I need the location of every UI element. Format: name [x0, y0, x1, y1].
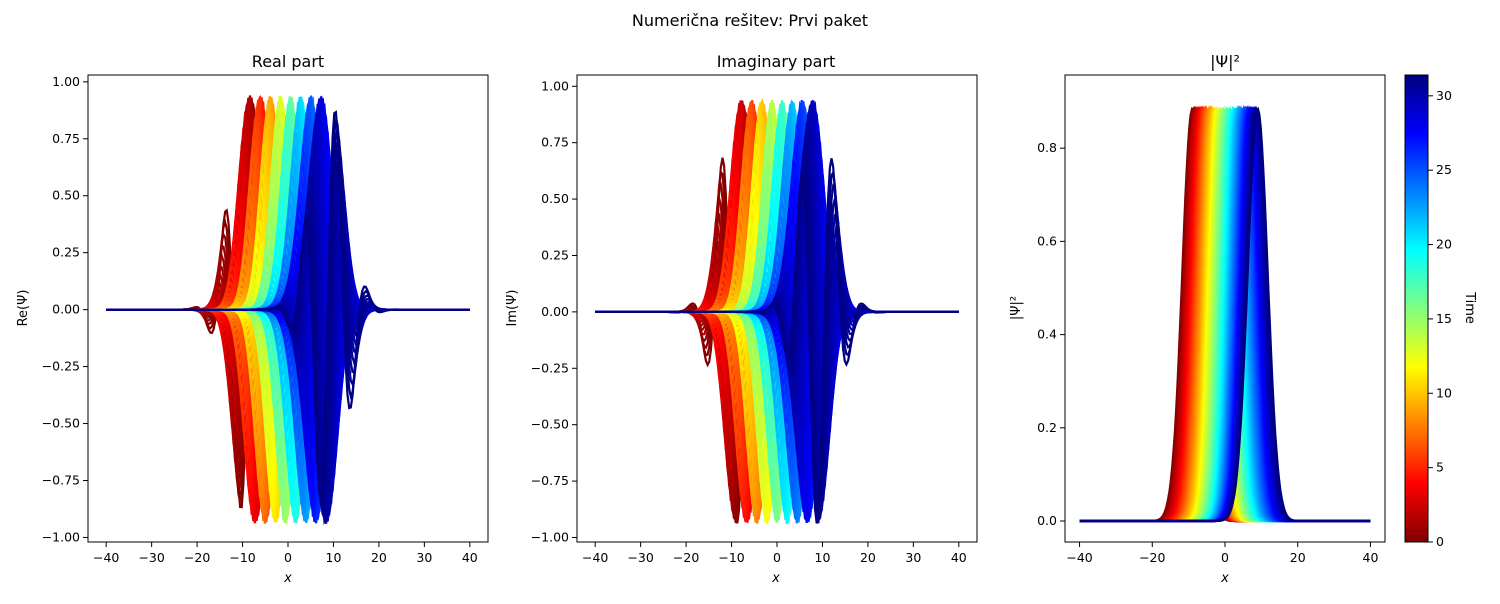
- panel-title-real: Real part: [252, 52, 324, 71]
- y-tick-label: 0.75: [541, 135, 569, 150]
- curves-density: [1079, 104, 1371, 523]
- y-tick-label: 0.50: [541, 191, 569, 206]
- x-tick-label: 40: [951, 550, 967, 565]
- x-tick-label: −30: [627, 550, 653, 565]
- yticks-density: 0.0 0.2 0.4 0.6 0.8: [1037, 140, 1065, 528]
- colorbar-tick-label: 20: [1436, 237, 1452, 252]
- xlabel-real: x: [283, 571, 292, 586]
- y-tick-label: −1.00: [531, 529, 569, 544]
- colorbar-tick-label: 5: [1436, 460, 1444, 475]
- x-tick-label: −40: [582, 550, 608, 565]
- x-tick-label: 20: [860, 550, 876, 565]
- y-tick-label: −0.75: [531, 473, 569, 488]
- y-tick-label: 0.8: [1037, 140, 1057, 155]
- xlabel-density: x: [1220, 571, 1229, 586]
- x-tick-label: −40: [1066, 550, 1092, 565]
- y-tick-label: 0.2: [1037, 420, 1057, 435]
- xlabel-imag: x: [771, 571, 780, 586]
- series-line: [595, 158, 959, 524]
- y-tick-label: 0.4: [1037, 327, 1057, 342]
- colorbar-label: Time: [1462, 291, 1477, 324]
- colorbar-tick-label: 25: [1436, 162, 1452, 177]
- colorbar-tick-label: 0: [1436, 534, 1444, 549]
- xticks-imag: −40 −30 −20 −10 0 10 20 30 40: [582, 542, 967, 565]
- colorbar-tick-label: 15: [1436, 311, 1452, 326]
- y-tick-label: −1.00: [42, 529, 80, 544]
- x-tick-label: 20: [371, 550, 387, 565]
- y-tick-label: 0.75: [52, 131, 80, 146]
- y-tick-label: −0.50: [42, 416, 80, 431]
- colorbar: 0 5 10 15 20 25 30 Time: [1404, 74, 1477, 549]
- ylabel-real: Re(Ψ): [16, 290, 31, 327]
- y-tick-label: 0.50: [52, 188, 80, 203]
- x-tick-label: −10: [718, 550, 744, 565]
- y-tick-label: 1.00: [52, 74, 80, 89]
- y-tick-label: 1.00: [541, 78, 569, 93]
- colorbar-ticks: 0 5 10 15 20 25 30: [1428, 88, 1452, 549]
- ylabel-density: |Ψ|²: [1009, 296, 1024, 320]
- xticks-real: −40 −30 −20 −10 0 10 20 30 40: [93, 542, 478, 565]
- figure-suptitle: Numerična rešitev: Prvi paket: [632, 11, 868, 30]
- y-tick-label: 0.0: [1037, 513, 1057, 528]
- panel-imaginary-part: Imaginary part −40 −30 −20 −10 0 10 20 30 40 −1.…: [505, 52, 978, 586]
- x-tick-label: −20: [673, 550, 699, 565]
- y-tick-label: −0.25: [42, 359, 80, 374]
- colorbar-gradient: [1404, 74, 1429, 543]
- y-tick-label: 0.00: [52, 302, 80, 317]
- yticks-real: −1.00 −0.75 −0.50 −0.25 0.00 0.25 0.50 0.75 1.00: [42, 74, 88, 544]
- yticks-imag: −1.00 −0.75 −0.50 −0.25 0.00 0.25 0.50 0.75 1.00: [531, 78, 577, 544]
- x-tick-label: 10: [815, 550, 831, 565]
- y-tick-label: −0.75: [42, 472, 80, 487]
- y-tick-label: 0.6: [1037, 233, 1057, 248]
- y-tick-label: 0.25: [52, 245, 80, 260]
- panel-title-density: |Ψ|²: [1210, 52, 1240, 71]
- series-line: [106, 110, 470, 503]
- x-tick-label: 0: [284, 550, 292, 565]
- colorbar-tick-label: 10: [1436, 385, 1452, 400]
- curves-imag: [595, 97, 959, 525]
- panel-probability-density: |Ψ|² −40 −20 0 20 40 0.0 0.2 0.4 0.6 0.8 x |Ψ|²: [1009, 52, 1386, 586]
- colorbar-tick-label: 30: [1436, 88, 1452, 103]
- y-tick-label: 0.25: [541, 247, 569, 262]
- x-tick-label: 0: [1221, 550, 1229, 565]
- ylabel-imag: Im(Ψ): [505, 290, 520, 327]
- y-tick-label: 0.00: [541, 304, 569, 319]
- x-tick-label: −40: [93, 550, 119, 565]
- x-tick-label: 20: [1290, 550, 1306, 565]
- curves-real: [106, 94, 470, 526]
- series-line: [1079, 106, 1371, 523]
- xticks-density: −40 −20 0 20 40: [1066, 542, 1378, 565]
- x-tick-label: 40: [462, 550, 478, 565]
- y-tick-label: −0.50: [531, 417, 569, 432]
- x-tick-label: 40: [1363, 550, 1379, 565]
- x-tick-label: 0: [773, 550, 781, 565]
- x-tick-label: −10: [229, 550, 255, 565]
- x-tick-label: 30: [905, 550, 921, 565]
- x-tick-label: −30: [138, 550, 164, 565]
- x-tick-label: −20: [1139, 550, 1165, 565]
- y-tick-label: −0.25: [531, 360, 569, 375]
- x-tick-label: 30: [416, 550, 432, 565]
- panel-real-part: Real part −40 −30 −20 −10 0 10 20 30 40 −1.00 −0.…: [16, 52, 489, 586]
- x-tick-label: 10: [326, 550, 342, 565]
- panel-title-imag: Imaginary part: [717, 52, 836, 71]
- x-tick-label: −20: [184, 550, 210, 565]
